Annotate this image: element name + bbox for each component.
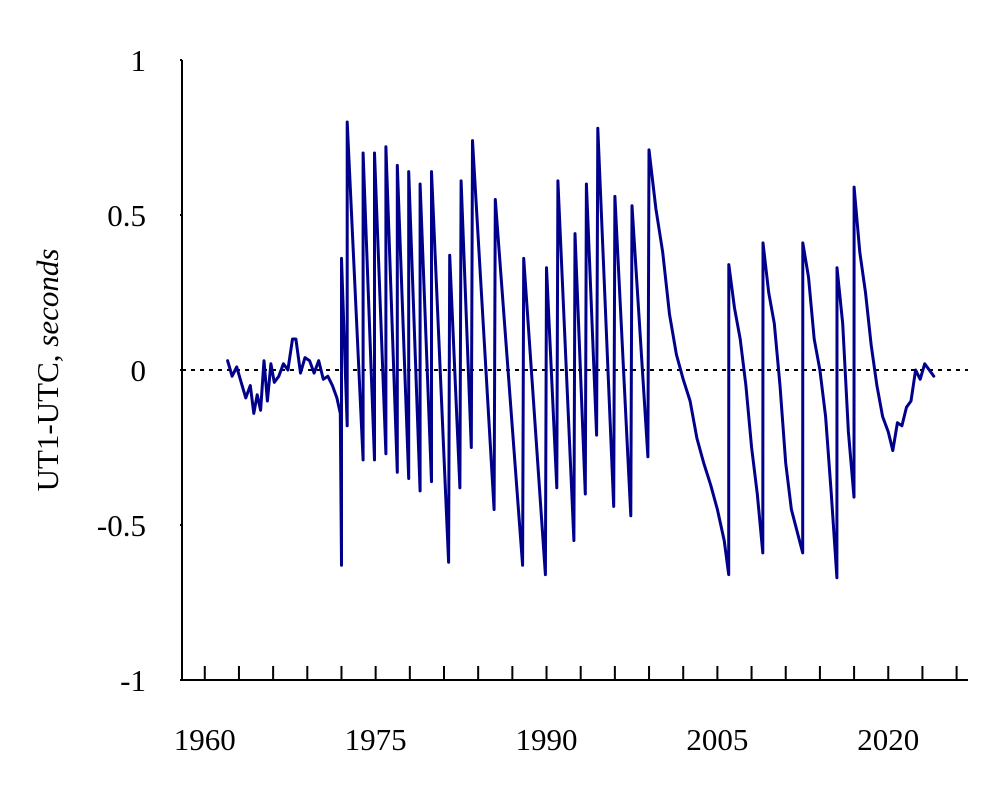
x-tick-label: 2005 (686, 722, 748, 757)
y-tick-label: -0.5 (97, 508, 146, 543)
series-layer (226, 120, 936, 580)
y-tick-label: -1 (120, 663, 146, 698)
y-axis-title-italic: seconds (30, 249, 65, 347)
y-axis-title-plain: UT1-UTC, (30, 347, 65, 492)
y-tick-label: 1 (131, 43, 147, 78)
x-axis-ticks: 1960 1975 1990 2005 2020 (174, 666, 958, 757)
y-tick-label: 0 (131, 353, 147, 388)
x-tick-label: 1990 (516, 722, 578, 757)
series-line (226, 120, 936, 580)
x-tick-label: 1960 (174, 722, 236, 757)
x-tick-label: 1975 (345, 722, 407, 757)
y-tick-label: 0.5 (107, 198, 146, 233)
y-axis-title: UT1-UTC, seconds (30, 249, 65, 492)
x-tick-label: 2020 (857, 722, 919, 757)
y-axis-ticks: 1 0.5 0 -0.5 -1 (97, 43, 182, 698)
